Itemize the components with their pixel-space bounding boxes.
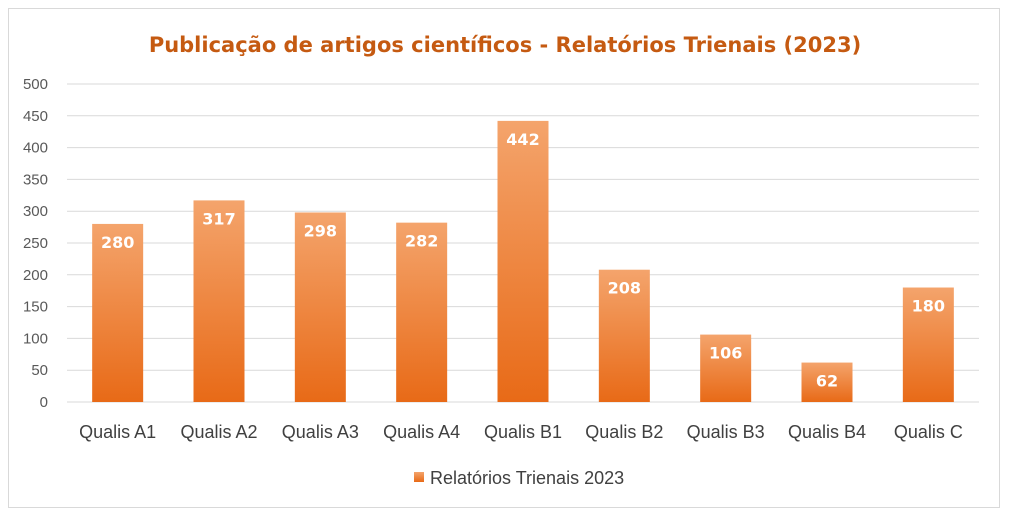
data-labels: 280 317 298 282 442 208 106 62 180 xyxy=(101,130,945,391)
y-tick-label: 200 xyxy=(23,267,48,284)
bar xyxy=(902,287,954,402)
legend-label: Relatórios Trienais 2023 xyxy=(430,468,624,488)
bar xyxy=(598,269,650,402)
x-category-label: Qualis A1 xyxy=(79,422,156,442)
x-category-label: Qualis B1 xyxy=(484,422,562,442)
x-category-label: Qualis A4 xyxy=(383,422,460,442)
y-tick-label: 450 xyxy=(23,108,48,125)
y-tick-label: 350 xyxy=(23,171,48,188)
bar-data-label: 282 xyxy=(405,232,438,251)
y-tick-label: 500 xyxy=(23,76,48,93)
x-category-label: Qualis B3 xyxy=(687,422,765,442)
bar-data-label: 298 xyxy=(304,221,337,240)
bar xyxy=(294,212,346,402)
x-category-label: Qualis B4 xyxy=(788,422,866,442)
bar-data-label: 106 xyxy=(709,344,742,363)
x-category-label: Qualis A3 xyxy=(282,422,359,442)
x-category-label: Qualis C xyxy=(894,422,963,442)
y-axis-ticks: 0 50 100 150 200 250 300 350 400 450 500 xyxy=(23,76,48,411)
y-tick-label: 150 xyxy=(23,299,48,316)
bar-data-label: 442 xyxy=(506,130,539,149)
bar-data-label: 208 xyxy=(608,279,641,298)
y-tick-label: 100 xyxy=(23,330,48,347)
legend: Relatórios Trienais 2023 xyxy=(414,468,624,488)
bar-data-label: 317 xyxy=(202,209,235,228)
bar xyxy=(396,222,448,402)
x-category-label: Qualis B2 xyxy=(585,422,663,442)
bar xyxy=(700,334,752,402)
bar xyxy=(92,223,144,402)
y-tick-label: 300 xyxy=(23,203,48,220)
bar-data-label: 180 xyxy=(912,297,945,316)
y-tick-label: 0 xyxy=(40,394,48,411)
x-category-label: Qualis A2 xyxy=(180,422,257,442)
y-tick-label: 250 xyxy=(23,235,48,252)
bars xyxy=(92,120,954,402)
bar-data-label: 62 xyxy=(816,372,838,391)
bar xyxy=(801,362,853,402)
y-tick-label: 400 xyxy=(23,140,48,157)
legend-swatch xyxy=(414,472,424,482)
bar-data-label: 280 xyxy=(101,233,134,252)
x-axis-categories: Qualis A1 Qualis A2 Qualis A3 Qualis A4 Qual… xyxy=(79,422,963,442)
chart-title: Publicação de artigos científicos - Rela… xyxy=(149,33,861,57)
bar xyxy=(193,200,245,402)
y-tick-label: 50 xyxy=(31,362,48,379)
bar xyxy=(497,120,549,402)
